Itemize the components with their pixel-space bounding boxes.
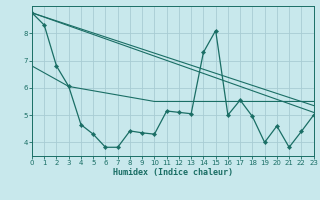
X-axis label: Humidex (Indice chaleur): Humidex (Indice chaleur) (113, 168, 233, 177)
